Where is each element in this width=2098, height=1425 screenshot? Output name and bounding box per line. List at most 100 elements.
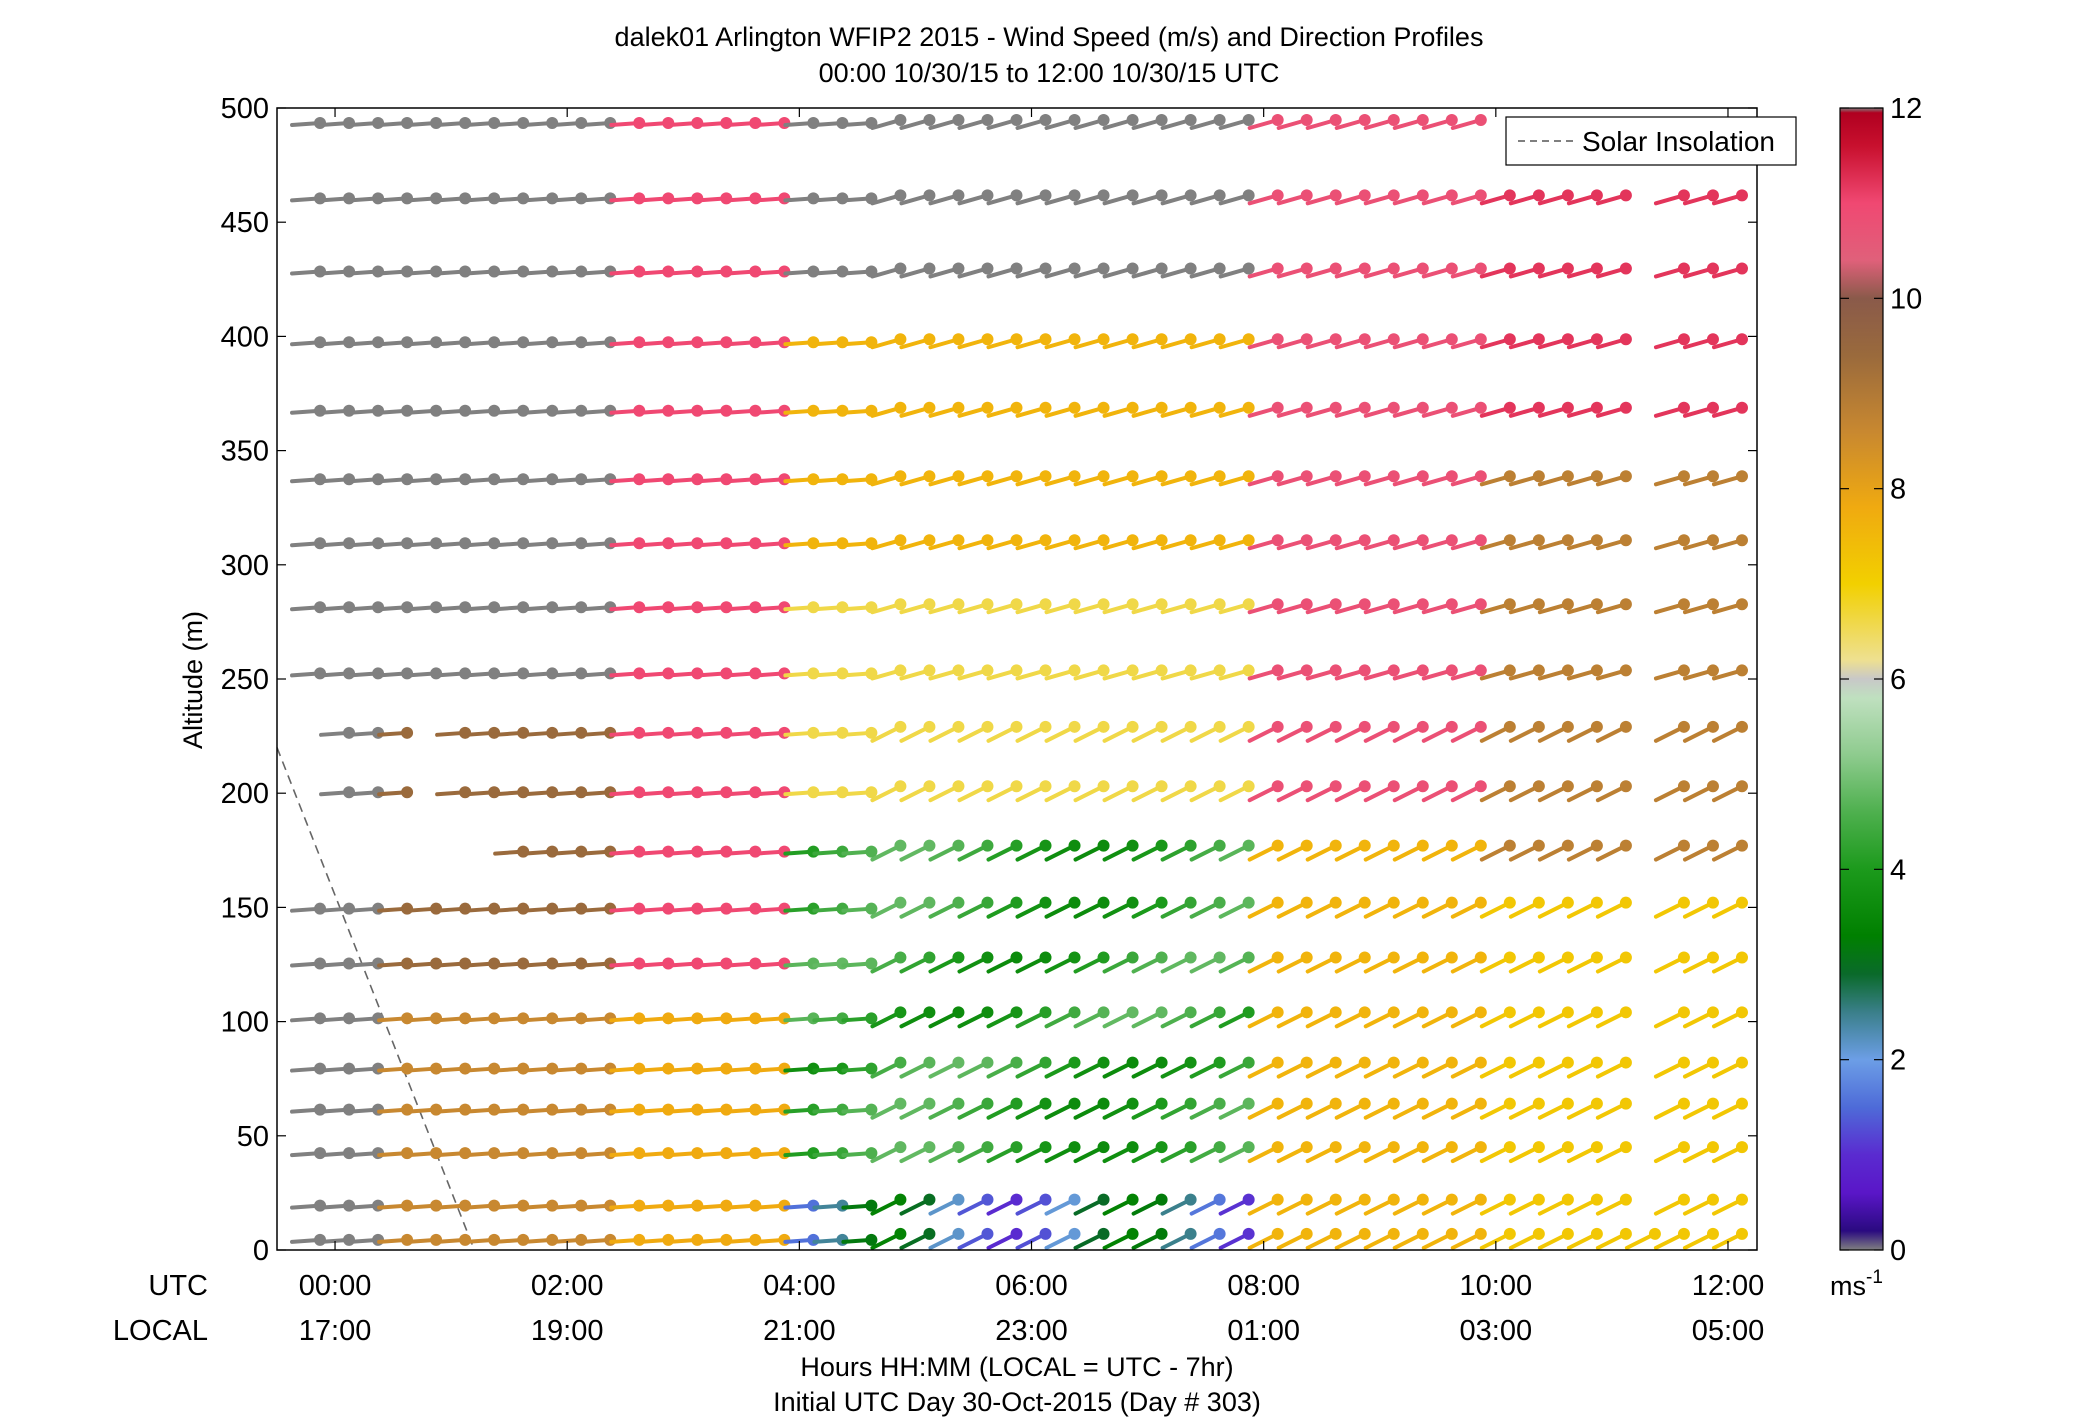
wind-barb xyxy=(493,192,530,205)
wind-barb-head xyxy=(1706,1056,1719,1069)
wind-barb-head xyxy=(1474,839,1487,852)
wind-barb xyxy=(1131,839,1168,862)
wind-barb xyxy=(1189,401,1226,418)
wind-barb xyxy=(1044,780,1081,803)
wind-barb xyxy=(1160,1056,1197,1079)
wind-barb xyxy=(493,336,530,349)
wind-barb xyxy=(1305,262,1342,279)
wind-barb-head xyxy=(1184,1056,1197,1069)
wind-barb xyxy=(1450,1227,1487,1250)
wind-barb-head xyxy=(1416,113,1429,126)
wind-barb xyxy=(551,1147,588,1160)
wind-barb xyxy=(1537,720,1574,743)
wind-barb xyxy=(1711,896,1748,919)
wind-barb xyxy=(1653,470,1690,487)
wind-barb-head xyxy=(1329,1227,1342,1240)
wind-barb xyxy=(348,601,385,614)
wind-barb xyxy=(1305,1193,1342,1216)
wind-barb xyxy=(1305,1097,1342,1120)
wind-barb xyxy=(580,537,617,550)
wind-barb-head xyxy=(1619,720,1632,733)
x-tick-utc-label: 12:00 xyxy=(1692,1270,1765,1302)
wind-barb xyxy=(725,601,762,614)
wind-barb xyxy=(696,667,733,680)
wind-barb-head xyxy=(1068,333,1081,346)
wind-barb-head xyxy=(1735,951,1748,964)
wind-barb xyxy=(1711,1141,1748,1164)
wind-barb xyxy=(1247,534,1284,551)
wind-barb-head xyxy=(1242,1141,1255,1154)
y-tick-label: 400 xyxy=(221,321,269,353)
wind-barb xyxy=(1363,470,1400,487)
wind-barb xyxy=(1044,839,1081,862)
wind-barb xyxy=(1450,1097,1487,1120)
wind-barb xyxy=(1102,113,1139,130)
wind-barb-head xyxy=(1619,896,1632,909)
wind-barb xyxy=(1160,780,1197,803)
wind-barb xyxy=(1566,1193,1603,1216)
wind-barb-head xyxy=(1590,189,1603,202)
wind-barb-head xyxy=(1619,664,1632,677)
wind-barb-head xyxy=(1126,1056,1139,1069)
wind-barb xyxy=(986,401,1023,418)
wind-barb xyxy=(1711,598,1748,615)
wind-barb-head xyxy=(1503,1056,1516,1069)
wind-barb-head xyxy=(1387,1193,1400,1206)
wind-barb xyxy=(348,726,385,739)
wind-barb xyxy=(1276,1056,1313,1079)
wind-barb xyxy=(812,1147,849,1160)
wind-barb-head xyxy=(981,534,994,547)
wind-barb-head xyxy=(1300,1056,1313,1069)
wind-barb xyxy=(725,404,762,417)
wind-barb xyxy=(638,601,675,614)
wind-barb xyxy=(667,265,704,278)
wind-barb xyxy=(1102,1141,1139,1164)
wind-barb-head xyxy=(1474,1097,1487,1110)
wind-barb-head xyxy=(1300,1193,1313,1206)
wind-barb xyxy=(580,786,617,799)
wind-barb xyxy=(348,1012,385,1025)
wind-barb xyxy=(1131,780,1168,803)
wind-barb xyxy=(696,902,733,915)
wind-barb xyxy=(551,537,588,550)
wind-barb xyxy=(667,845,704,858)
wind-barb-head xyxy=(865,845,878,858)
wind-barb xyxy=(1131,113,1168,130)
wind-barb xyxy=(1508,598,1545,615)
wind-barb xyxy=(1508,1097,1545,1120)
wind-barb xyxy=(1218,720,1255,743)
wind-barb-head xyxy=(1039,896,1052,909)
wind-barb xyxy=(435,667,472,680)
wind-barb xyxy=(551,667,588,680)
wind-barb xyxy=(348,336,385,349)
wind-barb xyxy=(464,473,501,486)
wind-barb-head xyxy=(1387,401,1400,414)
wind-barb xyxy=(1276,664,1313,681)
wind-barb-head xyxy=(1706,598,1719,611)
wind-barb xyxy=(957,896,994,919)
wind-barb xyxy=(435,265,472,278)
wind-barb xyxy=(1276,534,1313,551)
wind-barb xyxy=(580,1062,617,1075)
wind-barb xyxy=(1566,1006,1603,1029)
wind-barb-head xyxy=(1184,189,1197,202)
wind-barb-head xyxy=(1039,189,1052,202)
wind-barb xyxy=(1160,951,1197,974)
wind-barb-head xyxy=(894,1141,907,1154)
wind-barb-head xyxy=(1416,262,1429,275)
wind-barb xyxy=(551,902,588,915)
wind-barb-head xyxy=(1300,262,1313,275)
wind-barb xyxy=(667,116,704,129)
wind-barb xyxy=(1131,534,1168,551)
wind-barb-head xyxy=(981,1227,994,1240)
wind-barb xyxy=(783,667,820,680)
wind-barb xyxy=(1508,1056,1545,1079)
wind-barb xyxy=(1363,664,1400,681)
wind-barb xyxy=(377,116,414,129)
wind-barb xyxy=(1015,1097,1052,1120)
wind-barb xyxy=(1653,720,1690,743)
wind-barb-head xyxy=(1590,262,1603,275)
solar-insolation-dashed-line xyxy=(276,747,476,1251)
wind-barb xyxy=(754,845,791,858)
wind-barb xyxy=(551,192,588,205)
